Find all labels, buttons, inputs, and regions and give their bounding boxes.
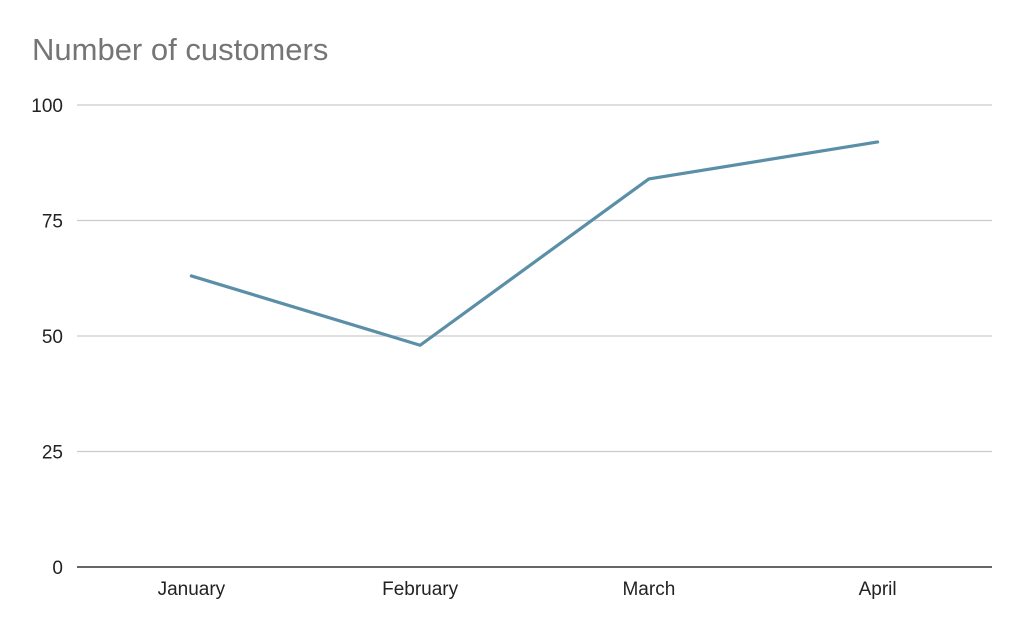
series-group	[189, 140, 880, 347]
x-tick-label: January	[158, 579, 226, 600]
x-tick-label: February	[382, 579, 459, 600]
gridlines	[77, 104, 992, 568]
x-axis-ticks: January February March April	[158, 579, 897, 600]
y-axis-ticks: 0 25 50 75 100	[31, 96, 63, 579]
y-tick-label: 0	[52, 558, 63, 579]
y-tick-label: 50	[42, 327, 63, 348]
y-tick-label: 25	[42, 443, 63, 464]
chart-title: Number of customers	[32, 32, 329, 67]
series-line	[189, 140, 880, 347]
y-tick-label: 75	[42, 212, 63, 233]
y-tick-label: 100	[31, 96, 63, 117]
x-tick-label: April	[859, 579, 897, 600]
x-tick-label: March	[622, 579, 675, 600]
